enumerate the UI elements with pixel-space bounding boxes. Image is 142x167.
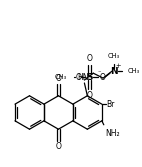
Text: HN: HN bbox=[78, 73, 89, 82]
Text: CH₃: CH₃ bbox=[108, 53, 120, 59]
Text: CH₃: CH₃ bbox=[55, 74, 67, 80]
Text: CH₃: CH₃ bbox=[128, 68, 140, 74]
Text: NH₂: NH₂ bbox=[105, 129, 119, 138]
Text: +: + bbox=[115, 63, 121, 69]
Text: ⁻: ⁻ bbox=[97, 70, 101, 76]
Text: O: O bbox=[56, 74, 61, 83]
Text: S: S bbox=[86, 73, 93, 82]
Text: O: O bbox=[99, 73, 105, 82]
Text: O: O bbox=[86, 54, 92, 63]
Text: O: O bbox=[56, 142, 61, 151]
Text: Br: Br bbox=[107, 100, 115, 109]
Text: O: O bbox=[76, 73, 82, 82]
Text: N: N bbox=[110, 67, 118, 76]
Text: O: O bbox=[86, 91, 92, 100]
